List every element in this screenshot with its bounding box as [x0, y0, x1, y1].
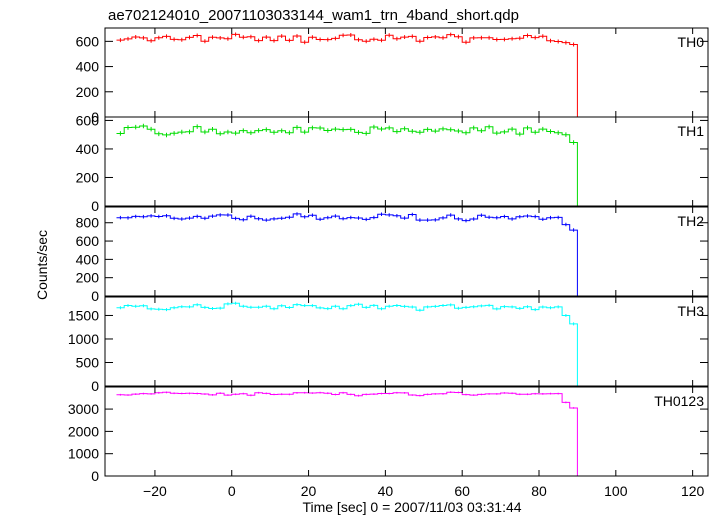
y-tick-label: 1500: [68, 307, 99, 323]
panels-group: 0 200 400 600 TH0 0 200 400 600 TH1 0 200 400 600 800 T…: [68, 27, 709, 484]
y-tick-label: 2000: [68, 423, 99, 439]
y-tick-label: 600: [76, 33, 100, 49]
y-tick-label: 800: [76, 215, 100, 231]
panel-label-th2: TH2: [678, 213, 705, 229]
error-bars-th0: [119, 32, 575, 47]
x-tick-label: 20: [301, 483, 317, 499]
panel-th3: 0 500 1000 1500 TH3: [68, 296, 709, 394]
panel-frame: [104, 27, 709, 118]
x-tick-label: 40: [378, 483, 394, 499]
error-bars-th3: [119, 301, 575, 326]
panel-frame: [104, 386, 709, 477]
x-tick-label: 120: [681, 483, 705, 499]
panel-frame: [104, 206, 709, 297]
y-tick-label: 400: [76, 141, 100, 157]
y-tick-label: 400: [76, 59, 100, 75]
y-tick-label: 0: [91, 198, 99, 214]
y-tick-label: 500: [76, 354, 100, 370]
y-tick-label: 0: [91, 288, 99, 304]
panel-frame: [104, 296, 709, 387]
series-line-th2: [116, 213, 693, 297]
y-tick-label: 0: [91, 109, 99, 125]
panel-label-th3: TH3: [678, 303, 705, 319]
y-tick-label: 600: [76, 112, 100, 128]
x-axis-ticks: −20 0 20 40 60 80 100 120: [143, 483, 704, 499]
series-line-th0123: [116, 391, 693, 477]
error-bars-th2: [119, 212, 575, 232]
x-tick-label: −20: [143, 483, 167, 499]
x-tick-label: 80: [531, 483, 547, 499]
panel-th2: 0 200 400 600 800 TH2: [76, 206, 709, 304]
error-bars-th0123: [119, 391, 575, 409]
y-tick-label: 0: [91, 468, 99, 484]
y-tick-label: 400: [76, 251, 100, 267]
y-tick-label: 0: [91, 378, 99, 394]
y-tick-label: 3000: [68, 401, 99, 417]
y-tick-label: 600: [76, 233, 100, 249]
y-tick-label: 200: [76, 84, 100, 100]
error-bars-th1: [119, 123, 575, 145]
y-tick-label: 1000: [68, 331, 99, 347]
y-axis-label: Counts/sec: [34, 230, 50, 300]
panel-th1: 0 200 400 600 TH1: [76, 112, 709, 214]
y-tick-label: 200: [76, 169, 100, 185]
series-line-th1: [116, 125, 693, 207]
x-tick-label: 100: [604, 483, 628, 499]
x-axis-label: Time [sec] 0 = 2007/11/03 03:31:44: [302, 499, 521, 515]
panel-label-th0: TH0: [678, 34, 705, 50]
panel-frame: [104, 116, 709, 207]
x-tick-label: 0: [228, 483, 236, 499]
y-tick-label: 200: [76, 270, 100, 286]
panel-label-th0123: TH0123: [654, 393, 704, 409]
chart-title: ae702124010_20071103033144_wam1_trn_4ban…: [108, 7, 519, 24]
y-tick-label: 1000: [68, 446, 99, 462]
panel-th0123: 0 1000 2000 3000 TH0123: [68, 386, 709, 484]
x-tick-label: 60: [454, 483, 470, 499]
panel-label-th1: TH1: [678, 123, 705, 139]
series-line-th0: [116, 33, 693, 118]
series-line-th3: [116, 302, 693, 387]
panel-th0: 0 200 400 600 TH0: [76, 27, 709, 125]
